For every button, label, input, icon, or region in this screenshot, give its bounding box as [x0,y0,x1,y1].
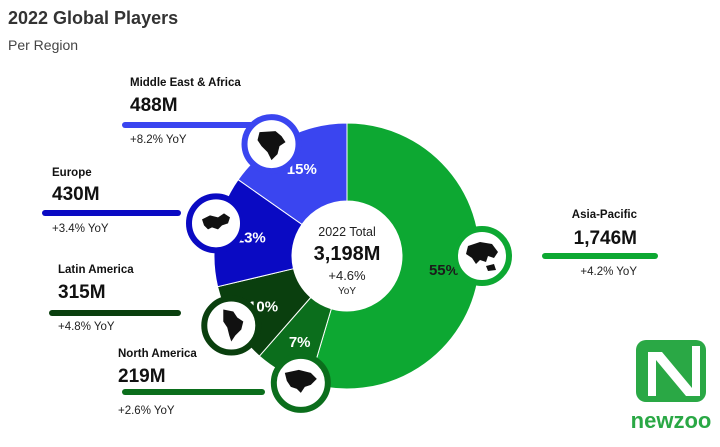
region-name-north-america: North America [118,348,197,360]
center-yoy-unit: YoY [338,286,356,297]
region-value-europe: 430M [52,184,100,205]
latin-america-map-icon [201,295,262,356]
region-yoy-europe: +3.4% YoY [52,223,109,235]
region-yoy-asia-pacific: +4.2% YoY [580,266,637,278]
region-name-asia-pacific: Asia-Pacific [572,209,638,221]
region-name-middle-east-and-africa: Middle East & Africa [130,77,241,89]
asia-pacific-map-icon [452,226,512,286]
donut-center [292,201,402,311]
newzoo-wordmark: newzoo [631,408,712,433]
center-yoy: +4.6% [328,268,366,283]
percent-label-asia-pacific: 55% [429,262,459,279]
region-yoy-middle-east-and-africa: +8.2% YoY [130,134,187,146]
region-name-latin-america: Latin America [58,264,134,276]
chart-subtitle: Per Region [8,37,79,53]
region-yoy-north-america: +2.6% YoY [118,405,175,417]
region-yoy-latin-america: +4.8% YoY [58,321,115,333]
center-total-value: 3,198M [314,243,381,265]
region-value-latin-america: 315M [58,282,106,303]
region-value-middle-east-and-africa: 488M [130,95,178,116]
region-value-asia-pacific: 1,746M [574,228,637,249]
chart-title: 2022 Global Players [8,8,179,28]
africa-map-icon [241,114,302,175]
newzoo-logo: newzoo [631,340,712,433]
percent-label-north-america: 7% [289,334,311,351]
center-label: 2022 Total [318,225,375,239]
percent-label-middle-east-and-africa: 15% [287,161,317,178]
region-value-north-america: 219M [118,366,166,387]
north-america-map-icon [270,352,331,413]
europe-map-icon [186,193,247,254]
region-name-europe: Europe [52,167,92,179]
